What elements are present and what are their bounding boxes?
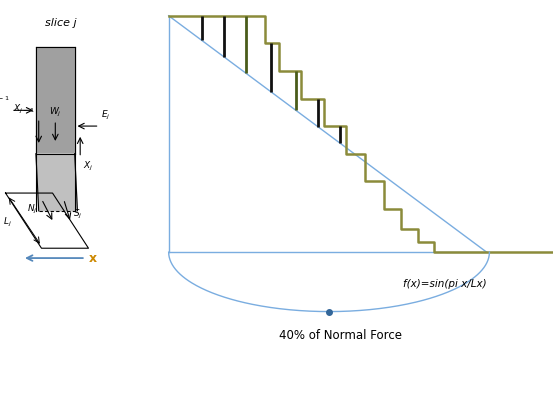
Text: $N_j$: $N_j$ bbox=[27, 203, 38, 216]
Text: $L_j$: $L_j$ bbox=[3, 216, 12, 229]
Polygon shape bbox=[36, 154, 77, 211]
Text: f(x)=sin(pi x/Lx): f(x)=sin(pi x/Lx) bbox=[403, 279, 487, 289]
Text: $X_{j-1}$: $X_{j-1}$ bbox=[13, 103, 34, 116]
Text: $S_j$: $S_j$ bbox=[73, 208, 82, 221]
Text: x: x bbox=[88, 252, 97, 264]
Text: slice j: slice j bbox=[45, 18, 77, 28]
Text: $E_{j-1}$: $E_{j-1}$ bbox=[0, 91, 9, 104]
Text: 40% of Normal Force: 40% of Normal Force bbox=[279, 329, 401, 342]
Text: $X_j$: $X_j$ bbox=[83, 160, 93, 173]
Text: $E_j$: $E_j$ bbox=[101, 109, 111, 122]
Text: $W_j$: $W_j$ bbox=[49, 106, 61, 119]
Polygon shape bbox=[36, 47, 75, 154]
